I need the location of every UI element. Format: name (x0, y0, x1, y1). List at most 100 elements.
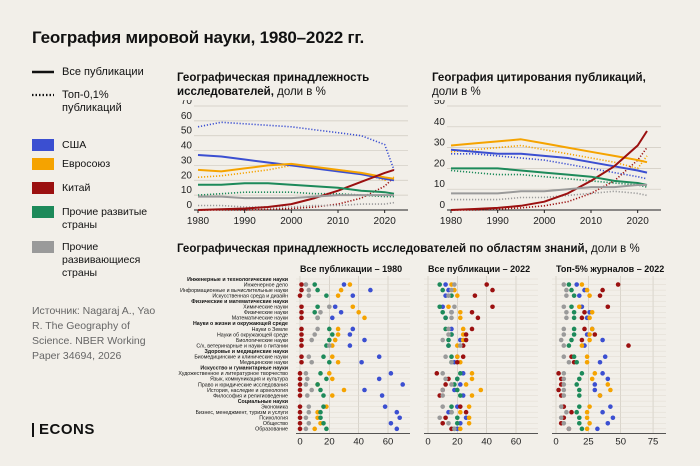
dot-series-3 (318, 409, 323, 415)
dot-series-1 (458, 310, 463, 315)
dot-series-4 (303, 415, 309, 421)
econs-logo: ECONS (32, 421, 95, 438)
dot-series-4 (309, 337, 314, 343)
dot-series-2 (597, 293, 603, 298)
dot-series-0 (330, 315, 335, 321)
field-group-label: Здоровье и медицинские науки (204, 349, 288, 355)
citations-ytick-label: 50 (434, 100, 446, 107)
dot-series-4 (440, 393, 446, 398)
dot-series-4 (564, 310, 569, 315)
dot-series-1 (347, 282, 353, 287)
field-label: Искусственная среда и дизайн (212, 292, 288, 299)
dot-series-4 (312, 332, 317, 337)
dot-series-2 (579, 315, 585, 321)
panel-xtick-label: 20 (324, 436, 335, 447)
dot-series-4 (446, 293, 451, 298)
citations-series-all-3 (451, 167, 648, 186)
field-label: Бизнес, менеджмент, туризм и услуги (196, 410, 288, 416)
researchers-ytick-label: 30 (181, 155, 193, 166)
dot-series-1 (469, 393, 475, 398)
dot-series-3 (449, 354, 454, 359)
dot-series-3 (324, 426, 329, 432)
field-label: Экономика (261, 404, 288, 410)
dot-series-0 (382, 404, 388, 409)
dot-series-2 (297, 376, 303, 382)
dot-series-3 (437, 304, 443, 310)
dot-series-0 (388, 421, 394, 426)
panel-xtick-label: 25 (583, 436, 594, 447)
dot-series-2 (297, 415, 303, 421)
dot-series-4 (305, 393, 310, 398)
dot-series-1 (605, 382, 611, 387)
dot-series-4 (306, 421, 312, 426)
legend-swatch-other-developed (32, 206, 54, 218)
citations-xtick-label: 2000 (533, 216, 556, 227)
dot-series-4 (561, 382, 567, 387)
dot-series-1 (335, 332, 341, 337)
legend-label-other-developed: Прочие развитые страны (62, 206, 148, 231)
dot-series-4 (566, 426, 572, 432)
dot-series-0 (338, 310, 344, 315)
dot-series-3 (571, 315, 577, 321)
dot-series-1 (589, 376, 595, 382)
panel-xtick-label: 40 (481, 436, 492, 447)
dot-series-4 (561, 282, 567, 287)
dot-series-3 (321, 393, 326, 398)
dot-series-0 (394, 409, 400, 415)
dot-series-2 (600, 287, 605, 293)
dot-series-4 (306, 287, 312, 293)
dot-series-0 (362, 387, 367, 393)
dot-series-3 (577, 387, 582, 393)
dot-series-0 (605, 376, 611, 382)
dot-series-2 (463, 337, 469, 343)
dot-series-4 (309, 387, 314, 393)
dot-series-0 (376, 376, 382, 382)
dot-series-2 (299, 332, 304, 337)
researchers-xtick-label: 2010 (327, 216, 350, 227)
citations-series-top-0 (451, 152, 648, 180)
dot-series-3 (330, 332, 335, 337)
citations-series-all-2 (450, 130, 648, 211)
dot-series-3 (574, 382, 579, 387)
dot-series-1 (362, 315, 367, 321)
dot-series-3 (574, 359, 579, 365)
dot-series-3 (315, 382, 320, 387)
dot-series-3 (318, 371, 323, 376)
dot-series-4 (452, 426, 457, 432)
legend-label-china: Китай (62, 182, 91, 194)
dot-series-4 (564, 293, 569, 298)
dot-series-4 (561, 343, 567, 348)
field-label: Математические науки (232, 316, 288, 322)
dot-series-2 (556, 387, 561, 393)
dot-series-3 (571, 326, 577, 332)
dot-series-2 (443, 415, 448, 421)
field-label: Физические науки (244, 310, 288, 316)
dot-series-1 (335, 293, 341, 298)
dot-series-1 (466, 421, 472, 426)
dot-series-4 (446, 326, 451, 332)
dot-series-4 (566, 359, 572, 365)
dot-series-2 (615, 282, 621, 287)
dot-series-3 (321, 404, 326, 409)
dot-series-0 (592, 387, 598, 393)
dot-series-1 (584, 354, 590, 359)
panel-xtick-label: 60 (511, 436, 522, 447)
dot-series-3 (312, 310, 317, 315)
dot-series-4 (564, 287, 569, 293)
fields-dot-chart: Инженерные и технологические наукиИнжене… (178, 264, 666, 447)
dot-series-3 (571, 332, 577, 337)
dot-series-2 (490, 304, 495, 310)
citations-xtick-label: 1990 (487, 216, 510, 227)
legend-swatch-usa (32, 139, 54, 151)
dot-series-2 (455, 359, 460, 365)
dot-series-3 (446, 343, 451, 348)
dot-series-0 (577, 293, 582, 298)
dot-series-1 (350, 304, 356, 310)
dot-series-4 (303, 282, 309, 287)
dot-series-4 (449, 315, 454, 321)
panel-title: Все публикации – 1980 (300, 264, 402, 274)
panel-xtick-label: 0 (425, 436, 430, 447)
dot-series-3 (458, 393, 463, 398)
researchers-line-chart: 0 10 20 30 40 50 60 70 1980 1990 2000 2010 2020 (181, 100, 408, 227)
field-label: Общество (263, 421, 288, 427)
